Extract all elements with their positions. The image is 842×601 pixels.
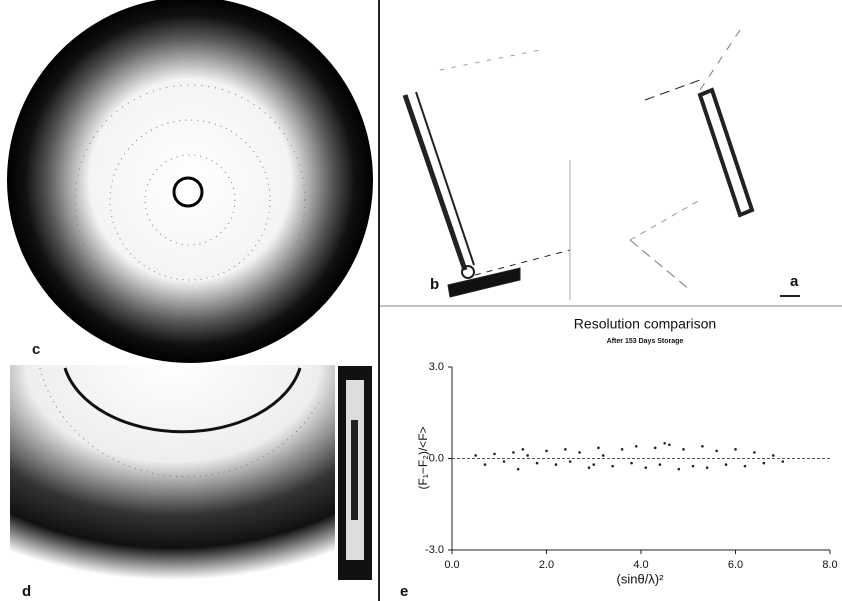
y-axis-label: (F₁−F₂)/<F>	[416, 426, 430, 489]
x-tick-label: 8.0	[822, 559, 837, 571]
point	[630, 461, 633, 465]
point	[781, 460, 785, 463]
point	[715, 449, 718, 453]
chart-subtitle: After 153 Days Storage	[607, 338, 684, 345]
point	[493, 452, 496, 456]
point	[724, 463, 728, 466]
x-tick-label: 0.0	[444, 559, 459, 571]
chart-title: Resolution comparison	[574, 316, 716, 332]
point	[587, 466, 591, 469]
point	[658, 463, 662, 466]
point	[743, 464, 747, 468]
y-tick-label: 3.0	[429, 361, 444, 373]
point	[592, 463, 596, 466]
crystal-image	[402, 29, 800, 300]
point	[691, 464, 695, 468]
point	[663, 441, 666, 445]
point	[705, 466, 709, 469]
point	[682, 448, 685, 451]
panel-label: e	[400, 583, 408, 600]
panel-c-image	[7, 0, 373, 363]
point	[545, 449, 548, 453]
point	[668, 443, 671, 447]
point	[554, 463, 558, 466]
point	[601, 454, 605, 457]
panel-label: c	[32, 341, 40, 358]
point	[578, 451, 581, 454]
point	[474, 454, 477, 457]
point	[568, 460, 572, 463]
point	[762, 461, 766, 465]
point	[644, 466, 648, 469]
x-tick-label: 4.0	[633, 559, 648, 571]
point	[634, 445, 638, 448]
point	[564, 448, 567, 451]
y-tick-label: 0.0	[429, 452, 444, 464]
x-axis-label: (sinθ/λ)²	[617, 571, 665, 586]
point	[535, 461, 539, 465]
point	[620, 448, 624, 451]
point	[597, 446, 600, 450]
point	[512, 451, 515, 454]
panel-label: d	[22, 583, 31, 600]
y-tick-label: -3.0	[425, 544, 444, 556]
point	[516, 467, 520, 471]
point	[653, 446, 657, 450]
point	[483, 463, 487, 466]
point	[502, 460, 506, 463]
point	[701, 445, 704, 448]
point	[772, 454, 775, 457]
x-tick-label: 2.0	[539, 559, 554, 571]
point	[734, 448, 737, 451]
point	[526, 454, 529, 457]
x-tick-label: 6.0	[728, 559, 743, 571]
panel-d-image	[10, 365, 372, 580]
point	[611, 464, 614, 468]
point	[521, 448, 525, 451]
panel-label: a	[790, 273, 799, 290]
point	[753, 451, 756, 454]
point	[677, 467, 681, 471]
panel-label: b	[430, 276, 439, 293]
